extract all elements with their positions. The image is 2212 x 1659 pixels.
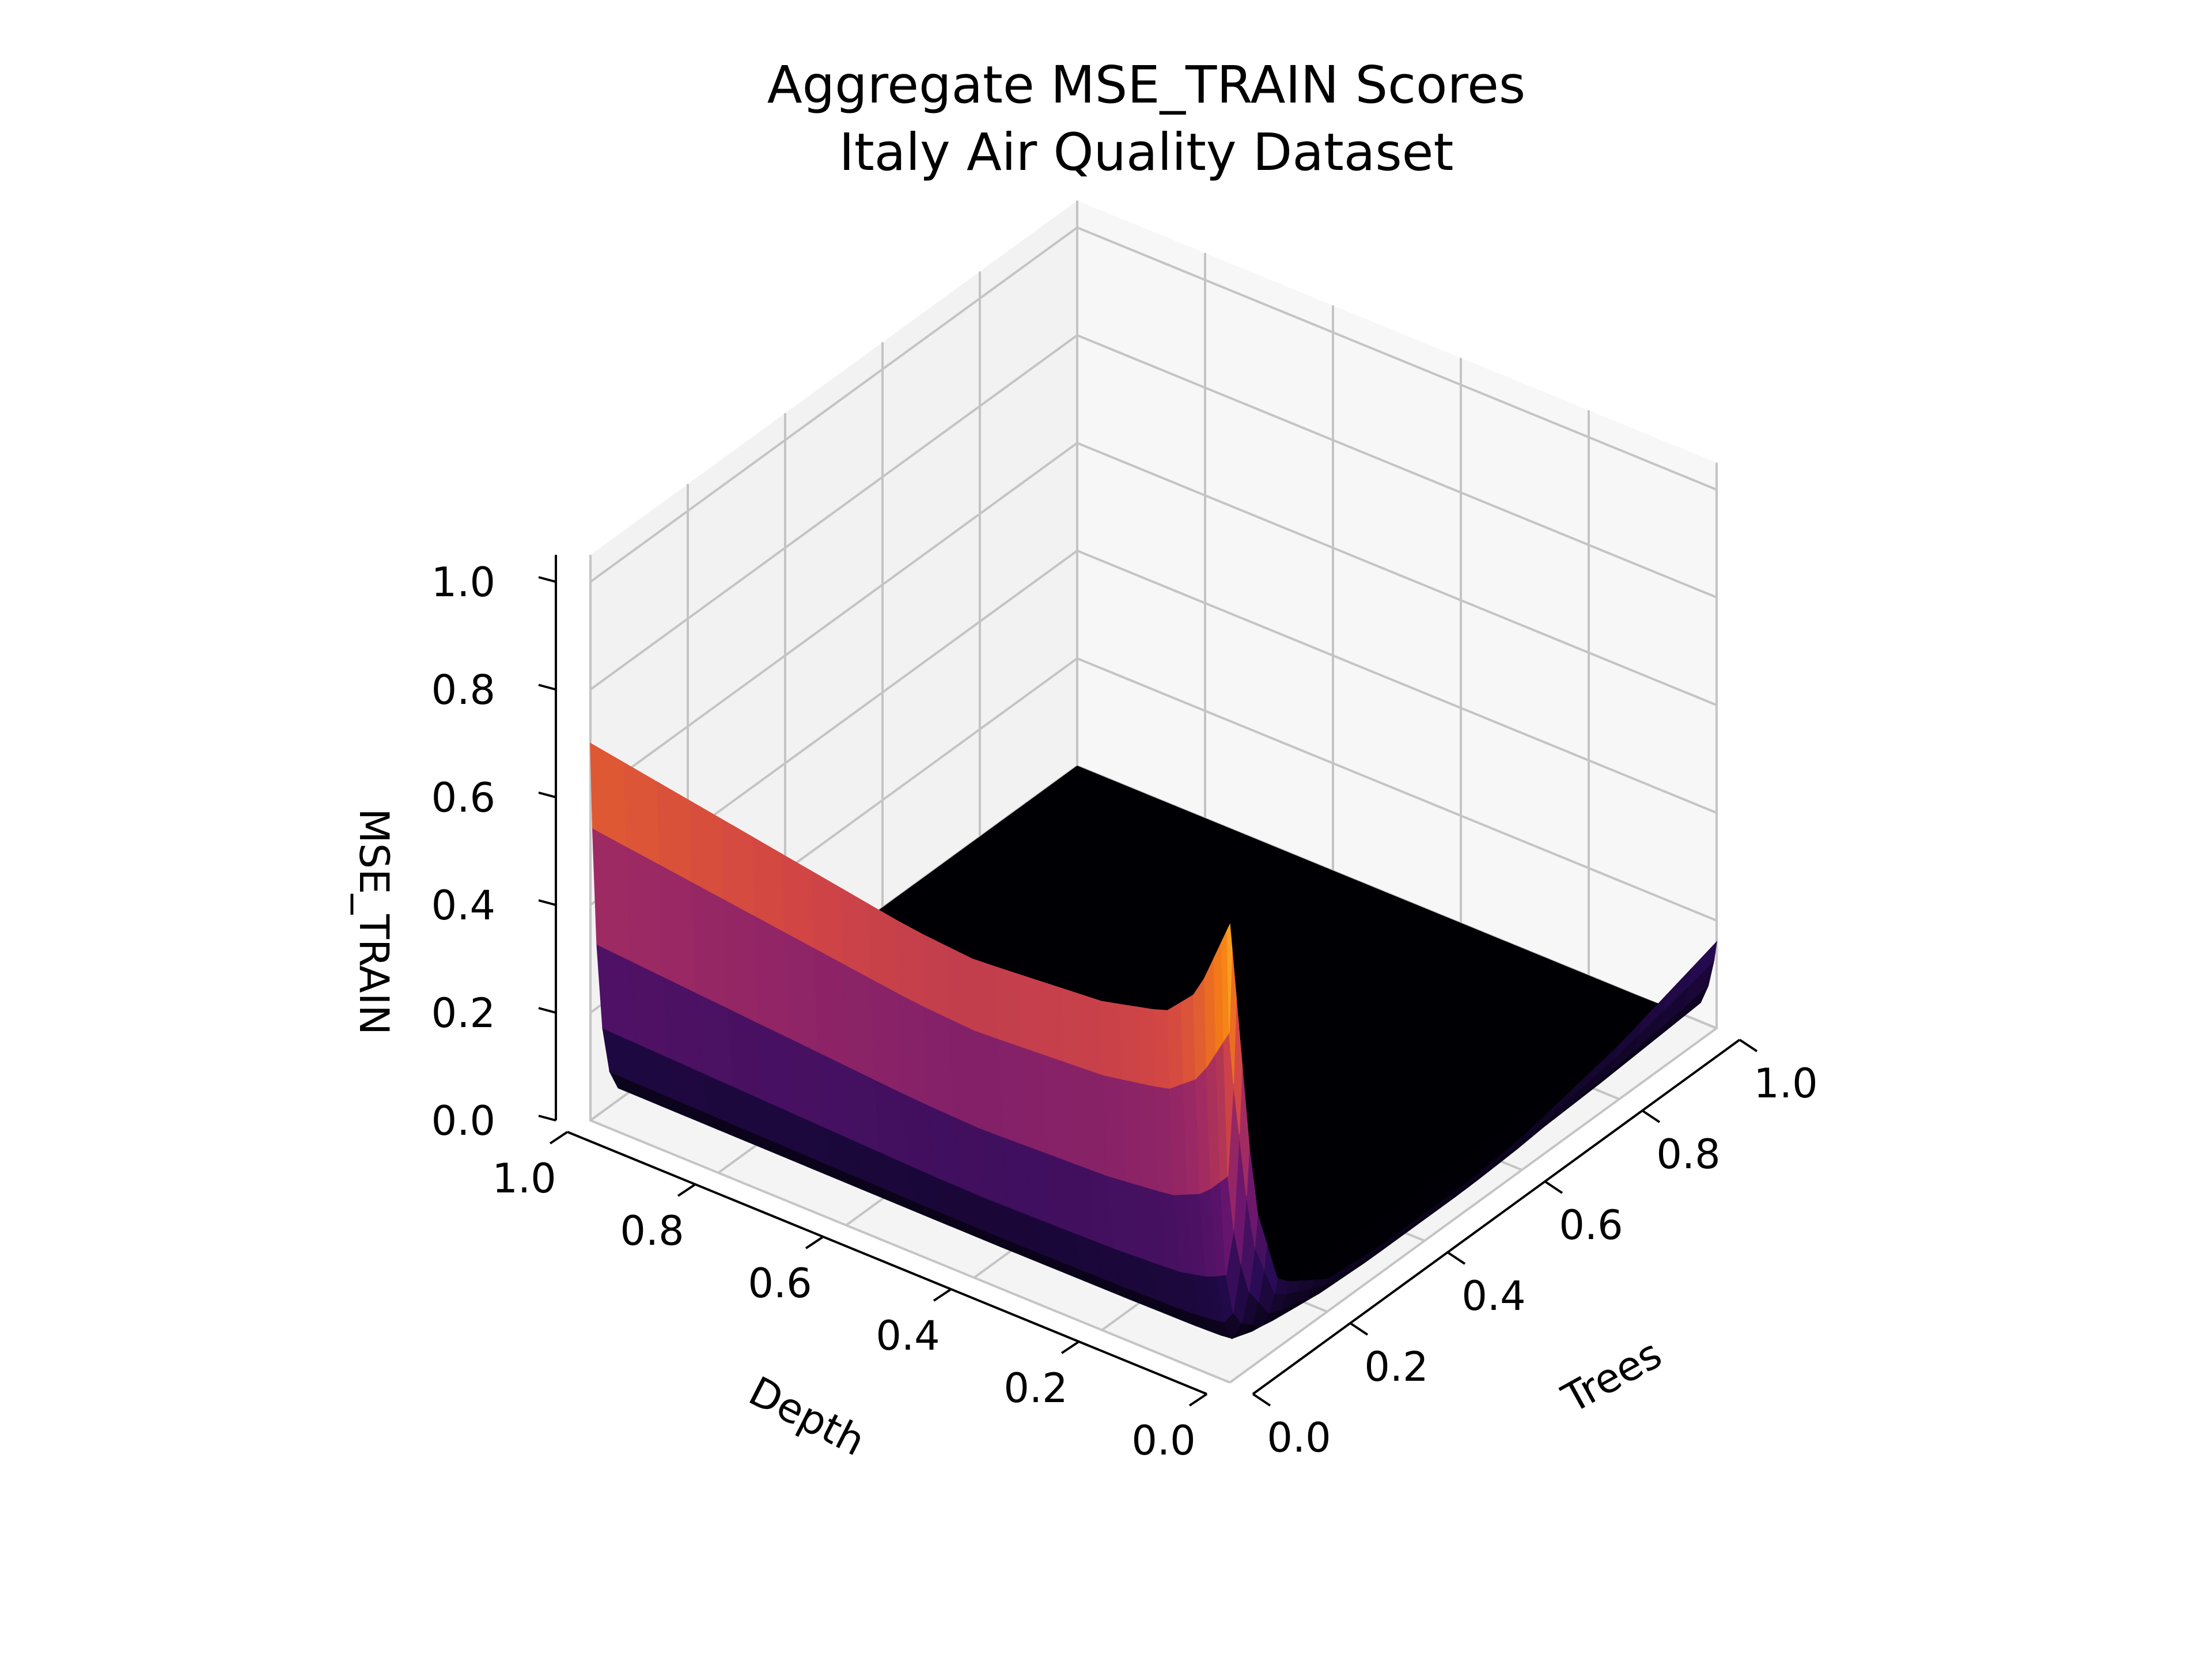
surface-patch — [897, 992, 929, 1106]
surface-patch — [592, 827, 631, 961]
surface-patch — [813, 946, 848, 1067]
z-tick-label: 1.0 — [431, 559, 495, 606]
surface-patch — [1018, 974, 1044, 1055]
z-tick — [538, 899, 556, 906]
depth-tick — [1060, 1340, 1080, 1354]
z-tick — [538, 1115, 556, 1122]
z-tick-label: 0.0 — [431, 1097, 495, 1145]
surface-patch — [784, 931, 819, 1053]
z-axis-label: MSE_TRAIN — [350, 808, 397, 1035]
trees-tick — [1349, 1322, 1369, 1336]
surface-patch — [1062, 988, 1085, 1069]
surface-patch — [626, 846, 664, 978]
depth-tick — [549, 1131, 569, 1145]
z-tick-label: 0.8 — [431, 666, 495, 714]
trees-tick — [1738, 1039, 1758, 1052]
surface-patch — [1136, 1006, 1156, 1087]
depth-axis-line — [567, 1131, 1207, 1395]
trees-tick — [1252, 1393, 1271, 1407]
depth-tick — [1188, 1393, 1208, 1407]
surface — [590, 743, 1718, 1339]
trees-tick-label: 0.6 — [1559, 1202, 1623, 1249]
surface-patch — [995, 966, 1022, 1047]
chart-subtitle: Italy Air Quality Dataset — [839, 122, 1454, 182]
trees-tick-label: 0.2 — [1364, 1343, 1428, 1391]
chart-title: Aggregate MSE_TRAIN Scores — [767, 55, 1526, 115]
depth-tick-label: 0.8 — [620, 1207, 684, 1255]
depth-tick — [933, 1288, 952, 1302]
surface-patch — [1082, 994, 1104, 1076]
tick-labels: 0.0 0.0 0.0 0.2 0.2 0.2 0.4 0.4 0.4 0.6 0.6 0.6 0.8 0… — [431, 559, 1818, 1464]
surface-patch — [921, 933, 950, 1020]
surface-patch — [658, 863, 697, 994]
surface-patch — [895, 919, 925, 1007]
trees-tick — [1544, 1180, 1563, 1194]
z-tick — [538, 791, 556, 798]
z-tick — [538, 684, 556, 691]
surface-patch — [947, 946, 975, 1031]
trees-tick — [1641, 1109, 1661, 1123]
surface-patch — [870, 977, 903, 1094]
surface-patch — [753, 914, 790, 1039]
surface-patch — [1119, 1003, 1139, 1084]
surface-patch — [842, 962, 876, 1081]
surface-patch — [722, 897, 759, 1024]
trees-tick-label: 0.8 — [1656, 1131, 1720, 1178]
axis-lines — [555, 555, 1741, 1395]
depth-tick-label: 1.0 — [492, 1155, 556, 1202]
depth-tick-label: 0.4 — [876, 1312, 940, 1359]
right-pane — [1077, 200, 1717, 1028]
trees-tick-label: 0.0 — [1267, 1414, 1331, 1461]
surface-patch — [1152, 1009, 1171, 1089]
surface-patch — [691, 881, 728, 1009]
trees-tick-label: 1.0 — [1753, 1060, 1817, 1107]
trees-tick — [1446, 1251, 1466, 1265]
z-tick — [538, 576, 556, 583]
depth-tick — [677, 1183, 696, 1197]
trees-axis-line — [1252, 1039, 1741, 1395]
x-axis-label: Depth — [741, 1368, 872, 1465]
z-tick — [538, 1007, 556, 1014]
z-tick-label: 0.6 — [431, 774, 495, 821]
depth-tick-label: 0.6 — [748, 1260, 812, 1307]
z-tick-label: 0.4 — [431, 882, 495, 929]
surface-patch — [1226, 923, 1233, 1032]
surface-patch — [1167, 1001, 1184, 1089]
depth-tick — [805, 1236, 824, 1249]
depth-tick-label: 0.0 — [1131, 1417, 1195, 1464]
depth-tick-label: 0.2 — [1003, 1365, 1067, 1412]
surface-patch — [971, 958, 999, 1040]
z-tick-label: 0.2 — [431, 990, 495, 1037]
surface-patch — [1101, 1001, 1123, 1080]
y-axis-label: Trees — [1554, 1330, 1669, 1423]
surface-patch — [1040, 981, 1065, 1062]
trees-tick-label: 0.4 — [1461, 1272, 1525, 1320]
